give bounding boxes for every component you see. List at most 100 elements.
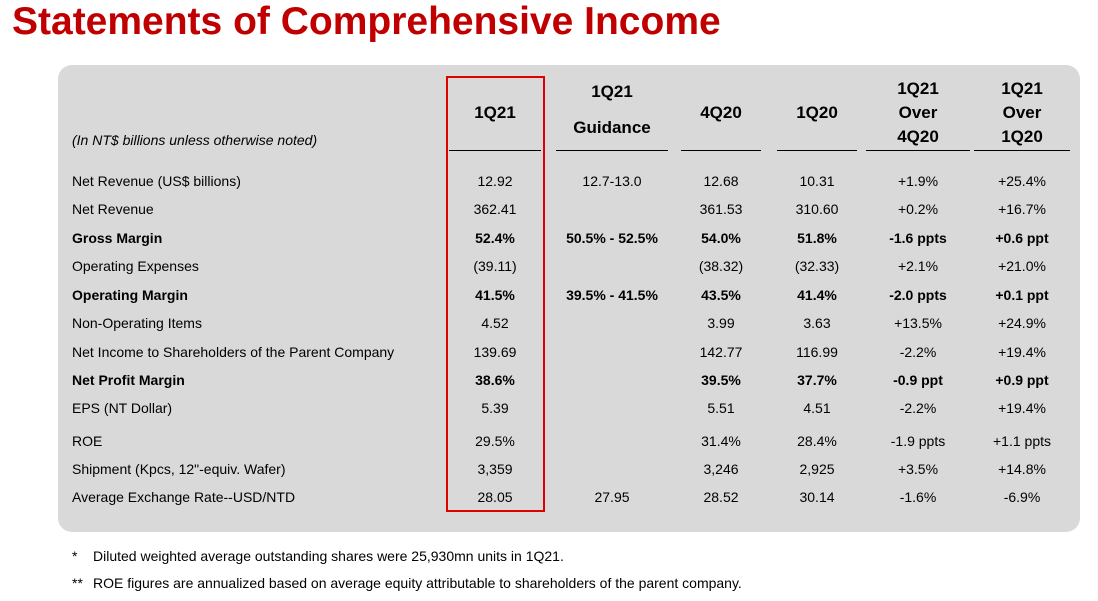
row-label: EPS (NT Dollar) bbox=[72, 400, 173, 416]
cell: -1.9 ppts bbox=[890, 433, 946, 449]
cell: +21.0% bbox=[998, 258, 1046, 274]
column-header: 4Q20 bbox=[897, 127, 939, 146]
footnote-marker: * bbox=[72, 548, 78, 564]
cell: 41.5% bbox=[475, 287, 515, 303]
column-header: Guidance bbox=[573, 118, 651, 137]
cell: -1.6 ppts bbox=[889, 230, 947, 246]
row-label: Net Profit Margin bbox=[72, 372, 185, 388]
header-rule bbox=[974, 150, 1070, 151]
cell: 43.5% bbox=[701, 287, 741, 303]
cell: 3.63 bbox=[803, 315, 831, 331]
cell: 39.5% - 41.5% bbox=[566, 287, 658, 303]
cell: 12.7-13.0 bbox=[582, 173, 642, 189]
column-header: 1Q21 bbox=[591, 82, 633, 101]
cell: +24.9% bbox=[998, 315, 1046, 331]
cell: 2,925 bbox=[799, 461, 835, 477]
cell: 4.52 bbox=[481, 315, 509, 331]
cell: 361.53 bbox=[699, 201, 743, 217]
header-rule bbox=[866, 150, 970, 151]
cell: +0.6 ppt bbox=[995, 230, 1049, 246]
cell: 3.99 bbox=[707, 315, 735, 331]
cell: 10.31 bbox=[799, 173, 835, 189]
row-label: Non-Operating Items bbox=[72, 315, 202, 331]
cell: 3,246 bbox=[703, 461, 739, 477]
cell: (39.11) bbox=[473, 258, 517, 274]
header-rule bbox=[681, 150, 761, 151]
header-rule bbox=[777, 150, 857, 151]
cell: 28.4% bbox=[797, 433, 837, 449]
cell: -1.6% bbox=[899, 489, 937, 505]
row-label: ROE bbox=[72, 433, 103, 449]
cell: 4.51 bbox=[803, 400, 831, 416]
column-header: 4Q20 bbox=[700, 103, 742, 122]
row-label: Average Exchange Rate--USD/NTD bbox=[72, 489, 296, 505]
cell: +19.4% bbox=[998, 344, 1046, 360]
cell: 12.92 bbox=[477, 173, 513, 189]
cell: +1.1 ppts bbox=[993, 433, 1051, 449]
table-panel bbox=[58, 65, 1080, 532]
cell: 28.52 bbox=[703, 489, 739, 505]
row-label: Operating Expenses bbox=[72, 258, 199, 274]
footnote-text: ROE figures are annualized based on aver… bbox=[93, 575, 742, 591]
row-label: Net Revenue (US$ billions) bbox=[72, 173, 241, 189]
footnote-text: Diluted weighted average outstanding sha… bbox=[93, 548, 564, 564]
column-header: 1Q21 bbox=[474, 103, 516, 122]
cell: 31.4% bbox=[701, 433, 741, 449]
cell: -2.0 ppts bbox=[889, 287, 947, 303]
cell: -0.9 ppt bbox=[893, 372, 943, 388]
highlight-box bbox=[446, 76, 545, 512]
cell: +14.8% bbox=[998, 461, 1046, 477]
footnote-marker: ** bbox=[72, 575, 83, 591]
column-header: 1Q21 bbox=[897, 79, 939, 98]
header-rule bbox=[449, 150, 541, 151]
cell: 3,359 bbox=[477, 461, 513, 477]
cell: +2.1% bbox=[897, 258, 939, 274]
cell: 5.39 bbox=[481, 400, 509, 416]
row-label: Net Revenue bbox=[72, 201, 154, 217]
cell: 27.95 bbox=[594, 489, 630, 505]
row-label: Shipment (Kpcs, 12"-equiv. Wafer) bbox=[72, 461, 286, 477]
cell: 29.5% bbox=[475, 433, 515, 449]
cell: +0.1 ppt bbox=[995, 287, 1049, 303]
cell: (32.33) bbox=[794, 258, 840, 274]
cell: +3.5% bbox=[897, 461, 939, 477]
cell: 139.69 bbox=[473, 344, 517, 360]
cell: -2.2% bbox=[899, 344, 937, 360]
row-label: Operating Margin bbox=[72, 287, 188, 303]
column-header: Over bbox=[898, 103, 938, 122]
column-header: 1Q20 bbox=[796, 103, 838, 122]
cell: 28.05 bbox=[477, 489, 513, 505]
cell: +13.5% bbox=[894, 315, 942, 331]
cell: 37.7% bbox=[797, 372, 837, 388]
cell: (38.32) bbox=[698, 258, 744, 274]
cell: -2.2% bbox=[899, 400, 937, 416]
cell: 51.8% bbox=[797, 230, 837, 246]
column-header: 1Q21 bbox=[1001, 79, 1043, 98]
cell: +16.7% bbox=[998, 201, 1046, 217]
page-title: Statements of Comprehensive Income bbox=[12, 0, 721, 43]
cell: +0.2% bbox=[897, 201, 939, 217]
cell: +19.4% bbox=[998, 400, 1046, 416]
cell: +25.4% bbox=[998, 173, 1046, 189]
cell: +0.9 ppt bbox=[995, 372, 1049, 388]
column-header: Over bbox=[1002, 103, 1042, 122]
cell: 54.0% bbox=[701, 230, 741, 246]
row-label: Net Income to Shareholders of the Parent… bbox=[72, 344, 395, 360]
table-note: (In NT$ billions unless otherwise noted) bbox=[72, 132, 318, 148]
cell: 39.5% bbox=[701, 372, 741, 388]
cell: 12.68 bbox=[703, 173, 739, 189]
cell: 38.6% bbox=[475, 372, 515, 388]
cell: 5.51 bbox=[707, 400, 735, 416]
cell: 50.5% - 52.5% bbox=[566, 230, 658, 246]
cell: -6.9% bbox=[1003, 489, 1041, 505]
cell: 30.14 bbox=[799, 489, 835, 505]
cell: 41.4% bbox=[797, 287, 837, 303]
row-label: Gross Margin bbox=[72, 230, 163, 246]
cell: 310.60 bbox=[795, 201, 839, 217]
header-rule bbox=[556, 150, 668, 151]
cell: 142.77 bbox=[699, 344, 743, 360]
cell: 116.99 bbox=[796, 344, 838, 360]
cell: +1.9% bbox=[897, 173, 939, 189]
column-header: 1Q20 bbox=[1001, 127, 1043, 146]
